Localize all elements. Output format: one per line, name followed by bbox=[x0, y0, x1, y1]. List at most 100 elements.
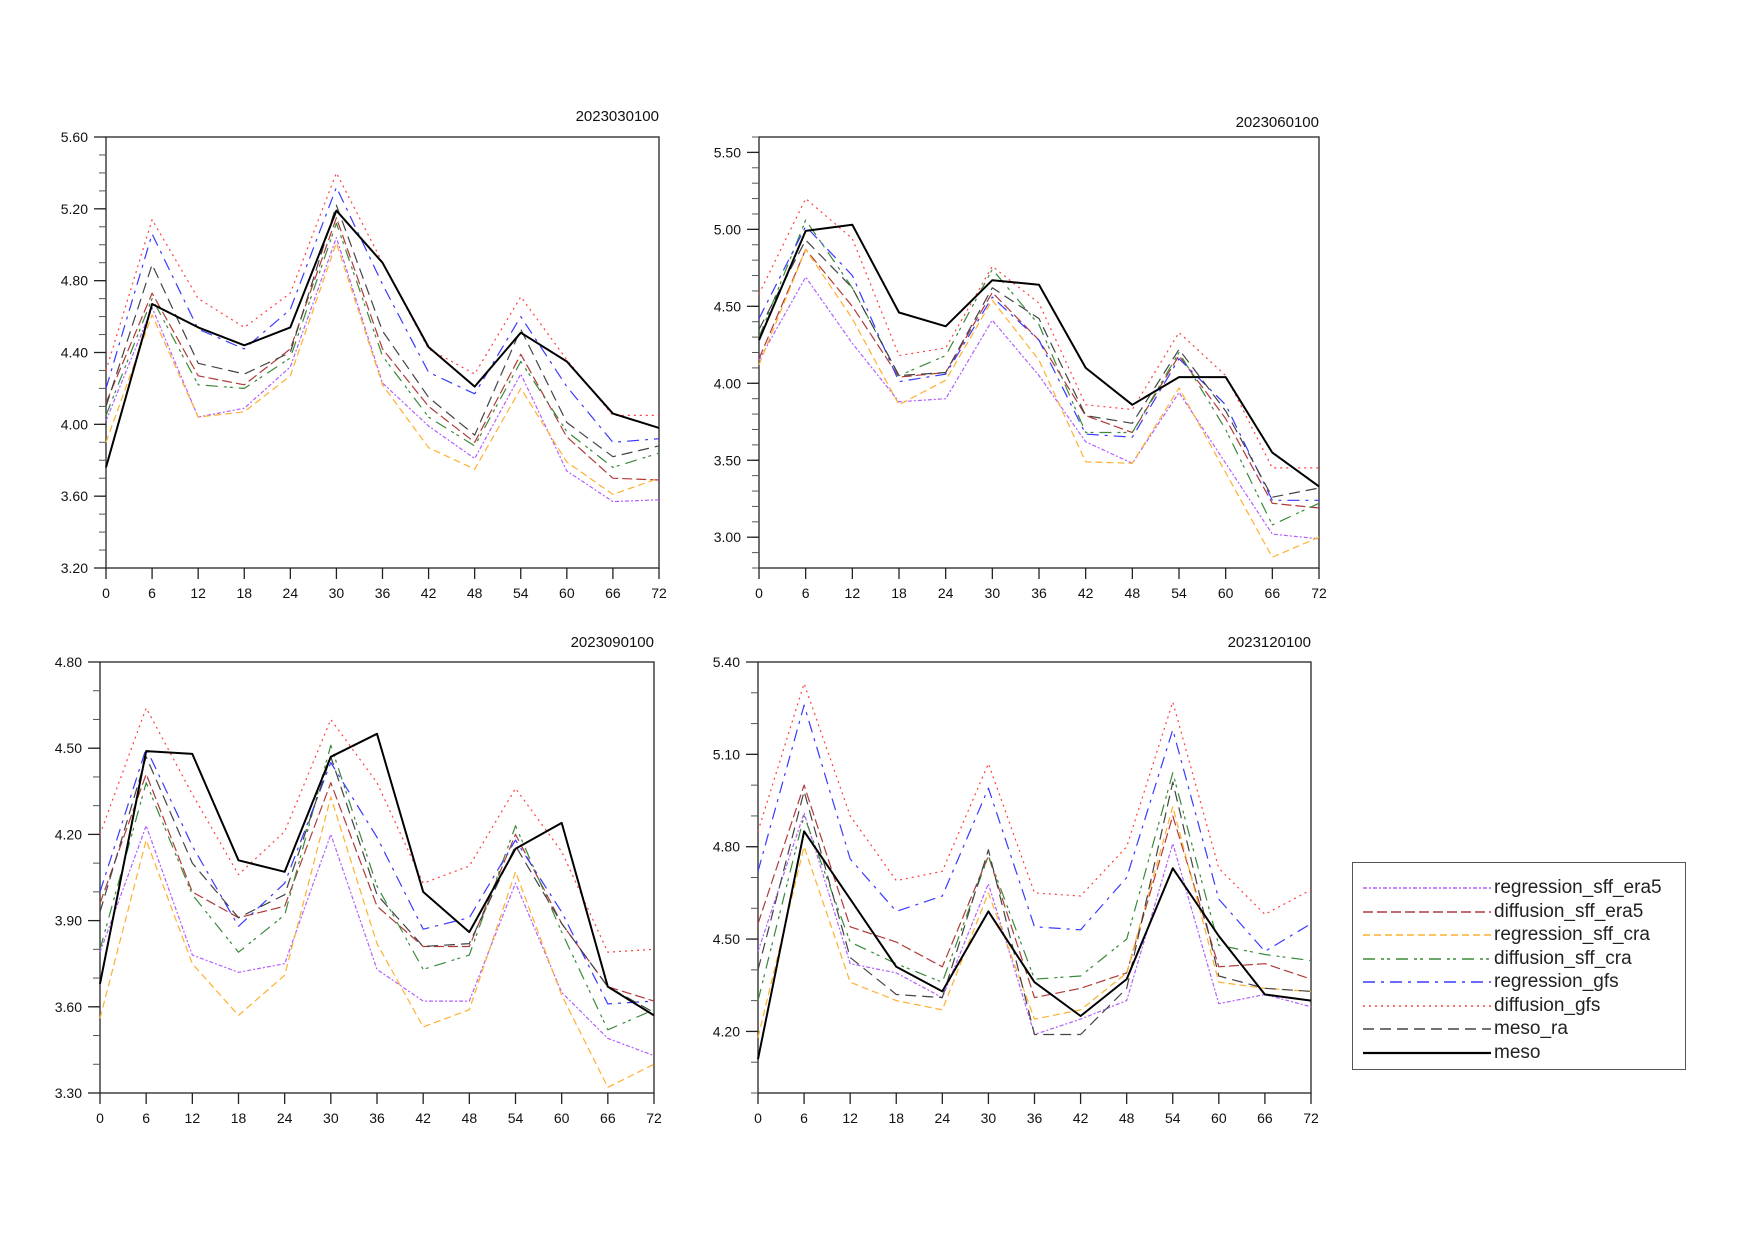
legend-line-icon bbox=[1363, 1051, 1491, 1055]
legend-line-icon bbox=[1363, 981, 1491, 983]
y-tick-label: 4.00 bbox=[714, 375, 741, 391]
y-tick-label: 5.50 bbox=[714, 144, 741, 160]
x-tick-label: 36 bbox=[1027, 1110, 1043, 1126]
y-tick-label: 5.10 bbox=[713, 746, 740, 762]
x-tick-label: 66 bbox=[605, 585, 621, 601]
legend-item-meso-ra: meso_ra bbox=[1363, 1017, 1683, 1041]
x-tick-label: 42 bbox=[1073, 1110, 1089, 1126]
x-tick-label: 42 bbox=[1078, 585, 1094, 601]
plot-frame bbox=[99, 661, 655, 1094]
x-tick-label: 24 bbox=[277, 1110, 293, 1126]
legend-line-icon bbox=[1363, 887, 1491, 889]
x-tick-label: 30 bbox=[329, 585, 345, 601]
legend-label: diffusion_gfs bbox=[1494, 995, 1601, 1016]
x-tick-label: 72 bbox=[651, 585, 667, 601]
series-line-diffusion-sff-era5 bbox=[99, 773, 655, 1002]
legend-item-regression-sff-era5: regression_sff_era5 bbox=[1363, 876, 1683, 900]
x-tick-label: 12 bbox=[190, 585, 206, 601]
x-tick-label: 72 bbox=[646, 1110, 662, 1126]
series-line-regression-sff-cra bbox=[99, 796, 655, 1088]
legend-label: meso bbox=[1494, 1042, 1541, 1063]
series-line-meso bbox=[757, 830, 1312, 1060]
panel-title-1: 2023030100 bbox=[575, 108, 659, 125]
y-tick-label: 3.60 bbox=[55, 999, 82, 1015]
series-line-regression-sff-cra bbox=[105, 242, 660, 495]
x-tick-label: 54 bbox=[508, 1110, 524, 1126]
x-tick-label: 6 bbox=[142, 1110, 150, 1126]
legend-item-diffusion-sff-cra: diffusion_sff_cra bbox=[1363, 947, 1683, 971]
legend: regression_sff_era5 diffusion_sff_era5 r… bbox=[1352, 862, 1686, 1070]
chart-panel-2: 0 6 12 18 24 30 36 42 48 54 60 66 72 3.00 3.50 4.00 4.50… bbox=[714, 136, 1327, 601]
y-tick-label: 3.50 bbox=[714, 452, 741, 468]
y-tick-label: 4.20 bbox=[713, 1023, 740, 1039]
x-tick-label: 48 bbox=[462, 1110, 478, 1126]
legend-item-regression-gfs: regression_gfs bbox=[1363, 970, 1683, 994]
x-tick-label: 60 bbox=[1218, 585, 1234, 601]
series-line-regression-sff-era5 bbox=[105, 237, 660, 503]
x-tick-label: 18 bbox=[236, 585, 252, 601]
x-tick-label: 60 bbox=[559, 585, 575, 601]
plot-frame bbox=[757, 661, 1312, 1094]
series-line-meso bbox=[99, 732, 655, 1017]
y-tick-label: 3.30 bbox=[55, 1085, 82, 1101]
x-tick-label: 30 bbox=[323, 1110, 339, 1126]
x-tick-label: 72 bbox=[1303, 1110, 1319, 1126]
x-tick-label: 24 bbox=[938, 585, 954, 601]
x-tick-label: 48 bbox=[1125, 585, 1141, 601]
x-tick-label: 6 bbox=[800, 1110, 808, 1126]
x-tick-label: 36 bbox=[375, 585, 391, 601]
legend-label: regression_sff_cra bbox=[1494, 924, 1650, 945]
series-line-regression-gfs bbox=[757, 704, 1312, 953]
x-tick-label: 30 bbox=[985, 585, 1001, 601]
legend-line-icon bbox=[1363, 1028, 1491, 1030]
series-line-diffusion-sff-cra bbox=[105, 222, 660, 468]
legend-label: meso_ra bbox=[1494, 1018, 1568, 1039]
y-tick-label: 4.50 bbox=[714, 298, 741, 314]
legend-item-diffusion-sff-era5: diffusion_sff_era5 bbox=[1363, 900, 1683, 924]
series-line-regression-gfs bbox=[758, 225, 1319, 501]
chart-panel-4: 0 6 12 18 24 30 36 42 48 54 60 66 72 4.20 4.50 4.80 5.10… bbox=[713, 654, 1319, 1126]
x-tick-label: 72 bbox=[1311, 585, 1327, 601]
x-tick-label: 24 bbox=[283, 585, 299, 601]
x-tick-label: 48 bbox=[1119, 1110, 1135, 1126]
y-tick-label: 4.20 bbox=[55, 826, 82, 842]
series-line-regression-gfs bbox=[99, 747, 655, 1005]
x-tick-label: 36 bbox=[1031, 585, 1047, 601]
y-tick-label: 3.00 bbox=[714, 529, 741, 545]
x-tick-label: 18 bbox=[231, 1110, 247, 1126]
x-tick-label: 0 bbox=[102, 585, 110, 601]
x-tick-label: 0 bbox=[96, 1110, 104, 1126]
series-line-diffusion-gfs bbox=[757, 682, 1312, 916]
y-tick-label: 3.60 bbox=[61, 488, 88, 504]
series-line-diffusion-sff-cra bbox=[758, 219, 1320, 526]
series-line-diffusion-sff-era5 bbox=[105, 217, 660, 481]
legend-line-icon bbox=[1363, 1005, 1491, 1007]
y-tick-label: 4.80 bbox=[713, 839, 740, 855]
y-tick-label: 5.00 bbox=[714, 221, 741, 237]
y-tick-label: 4.00 bbox=[61, 416, 88, 432]
y-tick-label: 3.90 bbox=[55, 913, 82, 929]
x-tick-label: 54 bbox=[1165, 1110, 1181, 1126]
x-tick-label: 6 bbox=[148, 585, 156, 601]
series-line-regression-sff-era5 bbox=[757, 812, 1312, 1036]
series-line-diffusion-sff-cra bbox=[757, 772, 1312, 1001]
series-line-diffusion-gfs bbox=[105, 172, 659, 416]
legend-label: diffusion_sff_cra bbox=[1494, 948, 1632, 969]
series-line-meso bbox=[105, 209, 660, 468]
chart-panel-1: 0 6 12 18 24 30 36 42 48 54 60 66 72 3.20 3.60 4.00 4.40… bbox=[61, 129, 667, 601]
x-tick-label: 6 bbox=[802, 585, 810, 601]
x-tick-label: 24 bbox=[935, 1110, 951, 1126]
legend-label: regression_gfs bbox=[1494, 971, 1619, 992]
series-line-diffusion-sff-cra bbox=[99, 744, 655, 1031]
y-tick-label: 4.80 bbox=[61, 273, 88, 289]
legend-line-icon bbox=[1363, 911, 1491, 913]
x-tick-label: 12 bbox=[185, 1110, 201, 1126]
legend-item-diffusion-gfs: diffusion_gfs bbox=[1363, 994, 1683, 1018]
series-line-regression-sff-cra bbox=[757, 806, 1312, 1038]
series-line-diffusion-sff-era5 bbox=[758, 248, 1320, 509]
y-tick-label: 4.50 bbox=[713, 931, 740, 947]
x-tick-label: 18 bbox=[888, 1110, 904, 1126]
plot-frame bbox=[105, 136, 660, 569]
